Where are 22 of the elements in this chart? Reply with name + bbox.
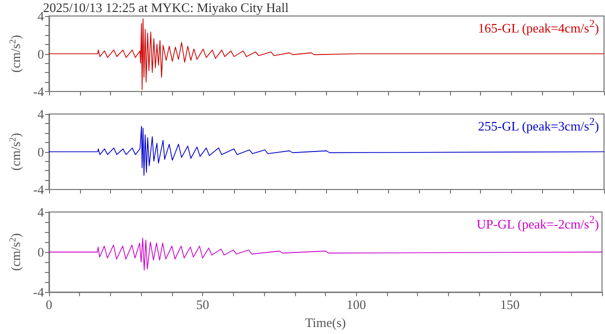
y-axis-title: (cm/s2) bbox=[8, 132, 23, 171]
y-tick-label: 0 bbox=[38, 244, 44, 260]
y-tick-label: 0 bbox=[38, 46, 44, 62]
y-axis-title: (cm/s2) bbox=[8, 233, 23, 271]
y-tick-label: 0 bbox=[38, 144, 44, 160]
y-tick-label: 4 bbox=[38, 106, 44, 122]
x-axis-title: Time(s) bbox=[305, 315, 346, 330]
line-series bbox=[48, 238, 602, 270]
x-tick-label: 50 bbox=[196, 297, 210, 312]
y-axis-title: (cm/s2) bbox=[8, 34, 23, 73]
x-tick-label: 100 bbox=[346, 297, 366, 312]
x-tick-label: 150 bbox=[500, 297, 520, 312]
series-label: 165-GL (peak=4cm/s$^{2}$) bbox=[478, 17, 599, 36]
line-series bbox=[48, 18, 604, 90]
series-label: UP-GL (peak=-2cm/s$^{2}$) bbox=[476, 213, 599, 232]
y-tick-label: 4 bbox=[38, 204, 44, 220]
y-tick-label: -4 bbox=[33, 182, 44, 197]
y-tick-label: 4 bbox=[38, 8, 44, 24]
series-label: 255-GL (peak=3cm/s$^{2}$) bbox=[478, 115, 599, 134]
chart-title: 2025/10/13 12:25 at MYKC: Miyako City Hall bbox=[43, 0, 289, 15]
y-tick-label: -4 bbox=[33, 284, 44, 300]
y-tick-label: -4 bbox=[33, 84, 44, 99]
